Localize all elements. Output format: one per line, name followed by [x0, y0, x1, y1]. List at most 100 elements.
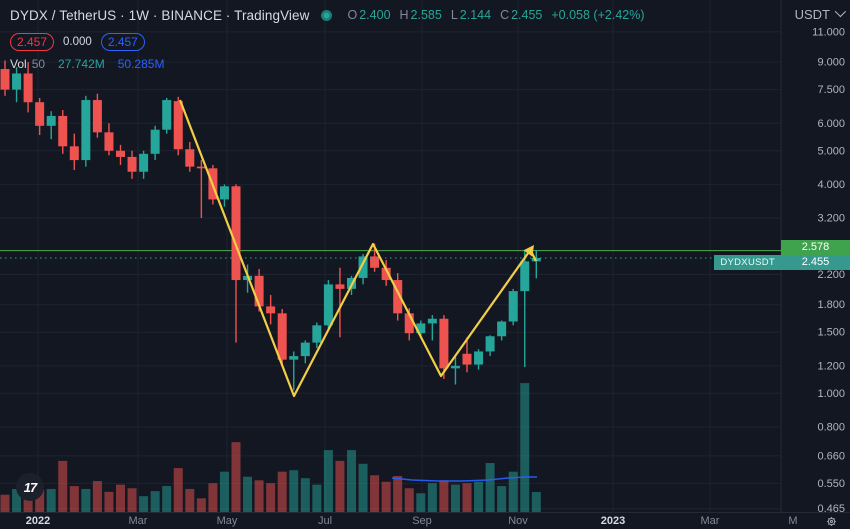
- volume-bar: [116, 484, 125, 512]
- candle-body: [231, 186, 241, 281]
- settings-gear-icon[interactable]: [825, 515, 838, 528]
- low-label: L: [450, 8, 458, 22]
- symbol-title[interactable]: DYDX / TetherUS · 1W · BINANCE · Trading…: [10, 7, 310, 23]
- candle-body: [300, 342, 310, 357]
- price-tick-label: 1.000: [817, 388, 845, 400]
- candle-body: [497, 321, 507, 337]
- volume-bar: [508, 471, 518, 512]
- low-value: 2.144: [459, 8, 492, 22]
- volume-bar: [416, 493, 426, 512]
- volume-bar: [58, 460, 68, 512]
- volume-bar: [450, 484, 460, 512]
- price-tick-label: 3.200: [817, 213, 845, 225]
- volume-bar: [92, 481, 102, 512]
- candle-body: [58, 115, 68, 147]
- time-tick-label: May: [216, 515, 238, 527]
- time-tick-label: Nov: [508, 515, 528, 527]
- candle-body: [485, 336, 495, 352]
- volume-bar: [358, 463, 368, 512]
- volume-label: Vol: [10, 57, 27, 71]
- change-value: +0.058 (+2.42%): [551, 8, 645, 22]
- volume-bar: [531, 492, 541, 512]
- volume-bar: [485, 463, 495, 512]
- volume-bar: [393, 476, 403, 512]
- candle-body: [393, 280, 403, 314]
- candle-body: [162, 100, 172, 130]
- candle-body: [289, 356, 299, 360]
- candle-body: [150, 129, 160, 154]
- last-price-badge: 2.455: [781, 255, 850, 270]
- candle-body: [116, 150, 125, 157]
- spread-value: 0.000: [63, 36, 92, 48]
- volume-bar: [69, 486, 79, 512]
- time-tick-label: Mar: [128, 515, 148, 527]
- volume-bar: [81, 488, 91, 512]
- volume-bar: [185, 488, 195, 512]
- price-tick-label: 0.800: [817, 421, 845, 433]
- volume-bar: [0, 494, 10, 512]
- volume-bar: [104, 491, 114, 512]
- high-value: 2.585: [410, 8, 442, 22]
- open-label: O: [347, 8, 358, 22]
- chart-legend: DYDX / TetherUS · 1W · BINANCE · Trading…: [10, 6, 645, 71]
- close-value: 2.455: [511, 8, 543, 22]
- price-tick-label: 9.000: [817, 57, 845, 69]
- buy-price-tag[interactable]: 2.457: [100, 33, 145, 51]
- candle-body: [370, 256, 380, 268]
- volume-bar: [439, 480, 449, 512]
- volume-ma-line: [391, 476, 537, 482]
- symbol-price-label-badge: DYDXUSDT: [714, 255, 781, 270]
- price-tick-label: 1.800: [817, 299, 845, 311]
- volume-bar: [127, 488, 137, 512]
- candle-body: [358, 256, 368, 278]
- volume-bar: [243, 476, 253, 512]
- volume-bar: [150, 491, 160, 512]
- volume-indicator-row[interactable]: Vol 50 27.742M 50.285M: [10, 57, 645, 71]
- currency-selector[interactable]: USDT: [795, 5, 847, 22]
- time-axis[interactable]: 2022 Mar May Jul Sep Nov 2023 Mar M: [0, 512, 850, 529]
- open-value: 2.400: [359, 8, 391, 22]
- sell-price-tag[interactable]: 2.457: [10, 33, 55, 51]
- tradingview-logo-button[interactable]: 17: [16, 473, 44, 501]
- candle-body: [312, 325, 322, 343]
- candle-body: [46, 115, 56, 126]
- price-tick-label: 7.500: [817, 84, 845, 96]
- volume-value: 27.742M: [58, 57, 105, 71]
- volume-bar: [300, 478, 310, 512]
- candle-body: [404, 313, 414, 334]
- candle-body: [185, 149, 195, 167]
- candle-body: [335, 284, 345, 289]
- candle-body: [277, 313, 287, 360]
- volume-bar: [381, 481, 391, 512]
- price-tick-label: 2.200: [817, 269, 845, 281]
- volume-bar: [427, 483, 437, 512]
- volume-bar: [347, 450, 356, 512]
- candle-body: [196, 166, 206, 169]
- candle-body: [35, 102, 45, 126]
- time-tick-label: Jul: [317, 515, 333, 527]
- time-tick-label: 2023: [600, 515, 626, 527]
- time-tick-label: Sep: [412, 515, 432, 527]
- price-tick-label: 1.200: [817, 360, 845, 372]
- market-status-dot-icon[interactable]: [320, 9, 332, 21]
- price-tick-label: 1.500: [817, 327, 845, 339]
- volume-bar: [474, 481, 484, 512]
- volume-bar: [277, 471, 287, 512]
- symbol-row: DYDX / TetherUS · 1W · BINANCE · Trading…: [10, 6, 645, 24]
- price-tick-label: 5.000: [817, 145, 845, 157]
- volume-bar: [520, 383, 530, 512]
- time-tick-label: M: [788, 515, 798, 527]
- price-tick-label: 6.000: [817, 118, 845, 130]
- volume-bar: [404, 488, 414, 512]
- volume-bar: [162, 486, 172, 512]
- candle-body: [474, 351, 484, 365]
- candle-body: [450, 365, 460, 369]
- ohlc-values: O 2.400 H 2.585 L 2.144 C 2.455 +0.058 (+2.4…: [348, 8, 645, 22]
- trend-drawing-line[interactable]: [178, 99, 532, 398]
- tradingview-logo-glyph: 17: [23, 479, 38, 495]
- close-label: C: [500, 8, 510, 22]
- volume-ma-value: 50.285M: [117, 57, 165, 71]
- time-tick-label: 2022: [25, 515, 51, 527]
- candle-body: [381, 267, 391, 281]
